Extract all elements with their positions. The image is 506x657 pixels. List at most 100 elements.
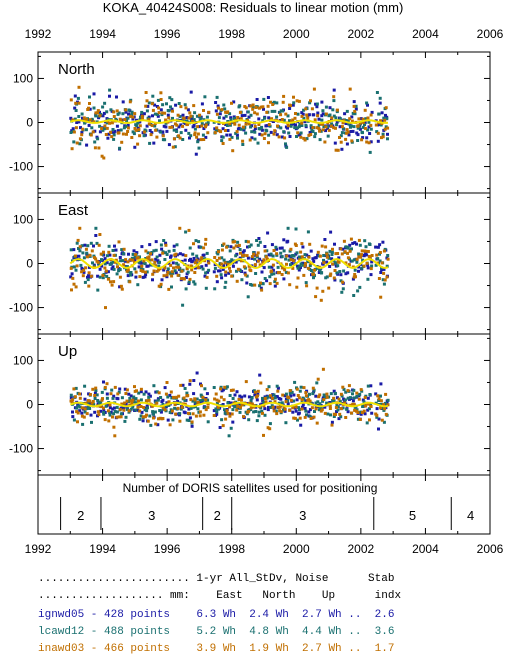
residual-point-inawd03 [163, 266, 167, 270]
bottom-year-axis: 1992 1994 1996 1998 2000 2002 2004 2006 [25, 542, 504, 556]
residual-point-ignwd05 [94, 234, 98, 237]
residual-point-lcawd12 [213, 266, 217, 270]
residual-point-lcawd12 [94, 114, 98, 118]
residual-point-inawd03 [161, 406, 165, 410]
residual-point-lcawd12 [270, 404, 274, 408]
residual-point-lcawd12 [344, 119, 348, 122]
residual-point-ignwd05 [366, 103, 369, 107]
residual-point-ignwd05 [89, 413, 93, 417]
residual-point-inawd03 [246, 240, 250, 244]
residual-point-inawd03 [331, 247, 334, 251]
residual-point-inawd03 [253, 111, 257, 115]
residual-point-ignwd05 [221, 388, 225, 392]
residual-point-lcawd12 [212, 386, 216, 389]
residual-point-lcawd12 [153, 124, 157, 128]
residual-point-lcawd12 [385, 264, 389, 268]
residual-point-inawd03 [266, 104, 270, 108]
residual-point-ignwd05 [257, 117, 261, 121]
residual-point-lcawd12 [346, 119, 350, 123]
residual-point-inawd03 [154, 422, 158, 426]
residual-point-lcawd12 [158, 260, 161, 264]
residual-point-lcawd12 [304, 123, 308, 127]
residual-point-ignwd05 [124, 402, 128, 406]
residual-point-lcawd12 [181, 138, 185, 141]
residual-point-lcawd12 [268, 124, 272, 128]
residual-point-ignwd05 [295, 398, 299, 402]
residual-point-lcawd12 [185, 418, 189, 422]
residual-point-inawd03 [357, 238, 361, 242]
residual-point-inawd03 [196, 266, 200, 270]
residual-point-lcawd12 [382, 282, 386, 286]
residual-point-lcawd12 [177, 102, 181, 105]
residual-point-ignwd05 [145, 124, 149, 128]
residual-point-inawd03 [285, 262, 288, 266]
residual-point-inawd03 [112, 425, 116, 429]
residual-point-lcawd12 [187, 280, 191, 284]
residual-point-inawd03 [300, 121, 304, 125]
residual-point-ignwd05 [380, 111, 384, 115]
residual-point-inawd03 [188, 111, 192, 115]
residual-point-lcawd12 [234, 131, 238, 135]
residual-point-lcawd12 [163, 258, 167, 261]
residual-point-inawd03 [124, 392, 128, 395]
residual-point-lcawd12 [140, 110, 144, 114]
stats-row: inawd03 - 466 points 3.9 Wh 1.9 Wh 2.7 W… [38, 643, 394, 655]
residual-point-inawd03 [147, 398, 151, 402]
residual-point-inawd03 [200, 384, 203, 388]
residual-point-inawd03 [268, 282, 272, 286]
residual-point-inawd03 [98, 233, 102, 236]
residual-point-lcawd12 [270, 272, 274, 276]
residual-point-lcawd12 [315, 102, 319, 106]
residual-point-inawd03 [138, 275, 142, 279]
residual-point-ignwd05 [363, 412, 367, 416]
residual-point-inawd03 [176, 273, 180, 277]
residual-point-ignwd05 [151, 278, 154, 282]
residual-point-lcawd12 [321, 399, 325, 403]
residual-point-ignwd05 [186, 108, 190, 112]
residual-point-inawd03 [273, 277, 277, 281]
residual-point-inawd03 [222, 242, 226, 246]
residual-point-inawd03 [109, 130, 113, 134]
residual-point-inawd03 [112, 253, 116, 257]
residual-point-ignwd05 [170, 107, 174, 111]
residual-point-inawd03 [114, 258, 118, 262]
residual-point-lcawd12 [203, 95, 207, 99]
residual-point-inawd03 [340, 252, 344, 256]
residual-point-ignwd05 [218, 426, 222, 429]
residual-point-ignwd05 [342, 397, 346, 401]
residual-point-ignwd05 [192, 392, 196, 396]
residual-point-ignwd05 [75, 121, 79, 124]
residual-point-ignwd05 [199, 382, 202, 386]
residual-point-inawd03 [191, 119, 195, 123]
residual-point-lcawd12 [244, 239, 248, 243]
residual-point-lcawd12 [356, 289, 360, 293]
residual-point-inawd03 [353, 408, 357, 412]
residual-point-inawd03 [362, 264, 366, 268]
residual-point-ignwd05 [258, 132, 262, 136]
residual-point-inawd03 [107, 250, 111, 254]
residual-point-inawd03 [305, 284, 309, 288]
residual-point-ignwd05 [308, 131, 312, 134]
residual-point-ignwd05 [136, 408, 140, 412]
residual-point-inawd03 [120, 402, 124, 406]
residual-point-inawd03 [279, 410, 283, 414]
residual-point-inawd03 [284, 112, 288, 116]
residual-point-inawd03 [126, 260, 130, 264]
residual-point-lcawd12 [93, 397, 97, 400]
residual-point-lcawd12 [308, 264, 312, 268]
residual-point-ignwd05 [92, 244, 95, 248]
residual-point-lcawd12 [288, 119, 291, 123]
residual-point-lcawd12 [306, 230, 310, 234]
residual-point-inawd03 [169, 390, 173, 394]
residual-point-lcawd12 [250, 396, 254, 399]
residual-point-lcawd12 [78, 249, 82, 253]
residual-point-lcawd12 [201, 133, 205, 137]
residual-point-ignwd05 [192, 256, 196, 260]
residual-point-lcawd12 [338, 270, 342, 273]
residual-point-lcawd12 [249, 399, 253, 403]
residual-point-ignwd05 [174, 103, 178, 107]
residual-point-ignwd05 [79, 126, 82, 130]
residual-point-ignwd05 [359, 117, 363, 121]
residual-point-lcawd12 [80, 112, 84, 116]
residual-point-inawd03 [84, 247, 88, 251]
